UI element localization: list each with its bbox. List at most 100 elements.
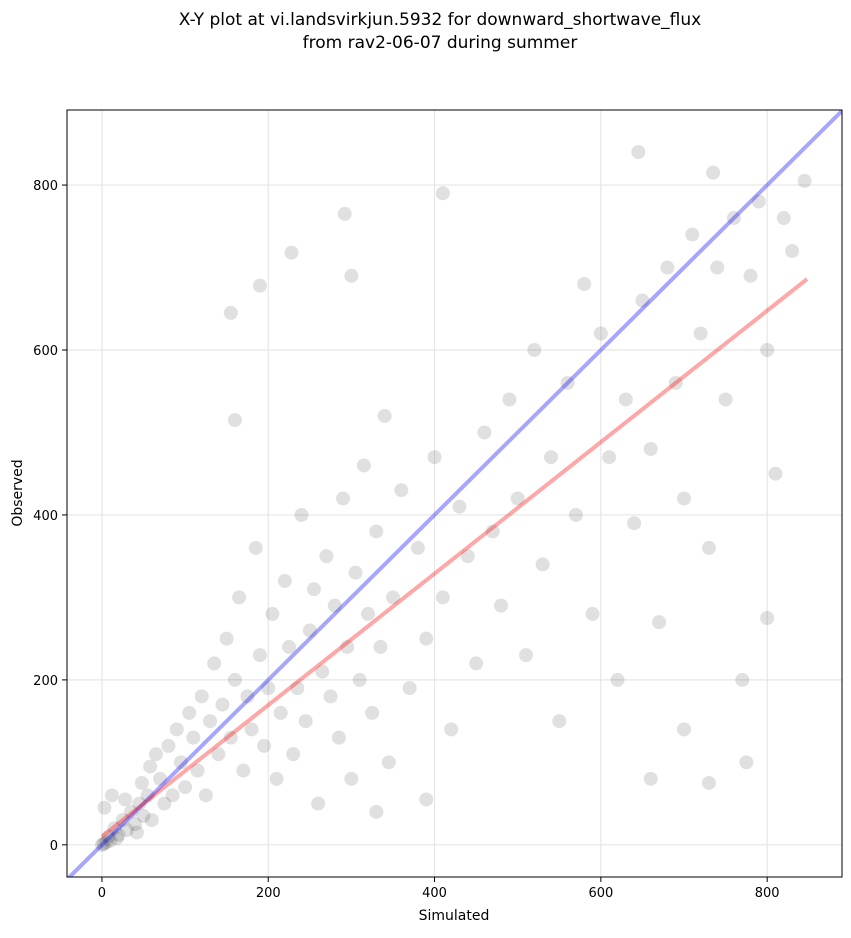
point — [385, 590, 400, 605]
point — [718, 392, 733, 407]
point — [635, 293, 650, 308]
point — [232, 590, 247, 605]
point — [768, 466, 783, 481]
point — [290, 681, 305, 696]
point — [460, 549, 475, 564]
point — [153, 771, 168, 786]
y-axis-label: Observed — [10, 459, 26, 526]
point — [560, 375, 575, 390]
point — [219, 631, 234, 646]
y-tick-label: 800 — [33, 179, 58, 194]
point — [785, 244, 800, 259]
x-tick-label: 800 — [755, 886, 780, 901]
point — [743, 268, 758, 283]
point — [327, 598, 342, 613]
y-tick-label: 0 — [50, 839, 58, 854]
point — [643, 441, 658, 456]
point — [115, 813, 130, 828]
point — [348, 565, 363, 580]
point — [298, 714, 313, 729]
point — [129, 825, 144, 840]
point — [469, 656, 484, 671]
point — [369, 524, 384, 539]
point — [223, 730, 238, 745]
chart-title: X-Y plot at vi.landsvirkjun.5932 for dow… — [179, 10, 701, 30]
x-tick-label: 600 — [588, 886, 613, 901]
point — [419, 792, 434, 807]
point — [101, 829, 116, 844]
point — [760, 611, 775, 626]
point — [435, 590, 450, 605]
point — [323, 689, 338, 704]
point — [726, 211, 741, 226]
plot-frame — [66, 109, 843, 878]
point — [111, 827, 126, 842]
point — [543, 450, 558, 465]
point — [331, 730, 346, 745]
point — [356, 458, 371, 473]
point — [315, 664, 330, 679]
point — [502, 392, 517, 407]
point — [190, 763, 205, 778]
point — [169, 722, 184, 737]
fit-line — [67, 110, 842, 877]
point — [227, 672, 242, 687]
point — [402, 681, 417, 696]
point — [373, 639, 388, 654]
point — [336, 491, 351, 506]
point — [352, 672, 367, 687]
point — [631, 145, 646, 160]
point — [344, 268, 359, 283]
point — [128, 817, 143, 832]
point — [585, 606, 600, 621]
point — [610, 672, 625, 687]
point — [148, 747, 163, 762]
point — [94, 837, 109, 852]
point — [701, 540, 716, 555]
point — [797, 173, 812, 188]
point — [751, 194, 766, 209]
x-tick-label: 0 — [98, 886, 106, 901]
point — [248, 540, 263, 555]
point — [284, 245, 299, 260]
point — [677, 491, 692, 506]
point — [306, 582, 321, 597]
point — [132, 796, 147, 811]
point — [660, 260, 675, 275]
point — [119, 822, 134, 837]
point — [244, 722, 259, 737]
point — [643, 771, 658, 786]
point — [577, 277, 592, 292]
point — [519, 648, 534, 663]
point — [286, 747, 301, 762]
point — [435, 186, 450, 201]
point — [236, 763, 251, 778]
point — [710, 260, 725, 275]
point — [227, 413, 242, 428]
point — [277, 573, 292, 588]
point — [104, 788, 119, 803]
point — [494, 598, 509, 613]
point — [257, 738, 272, 753]
point — [294, 507, 309, 522]
point — [337, 206, 352, 221]
point — [444, 722, 459, 737]
point — [706, 165, 721, 180]
point — [369, 804, 384, 819]
point — [282, 639, 297, 654]
point — [165, 788, 180, 803]
point — [136, 808, 151, 823]
point — [99, 835, 114, 850]
point — [365, 705, 380, 720]
point — [361, 606, 376, 621]
point — [760, 342, 775, 357]
point — [96, 837, 111, 852]
point — [107, 821, 122, 836]
point — [381, 755, 396, 770]
point — [735, 672, 750, 687]
point — [261, 681, 276, 696]
point — [157, 796, 172, 811]
point — [207, 656, 222, 671]
point — [144, 813, 159, 828]
